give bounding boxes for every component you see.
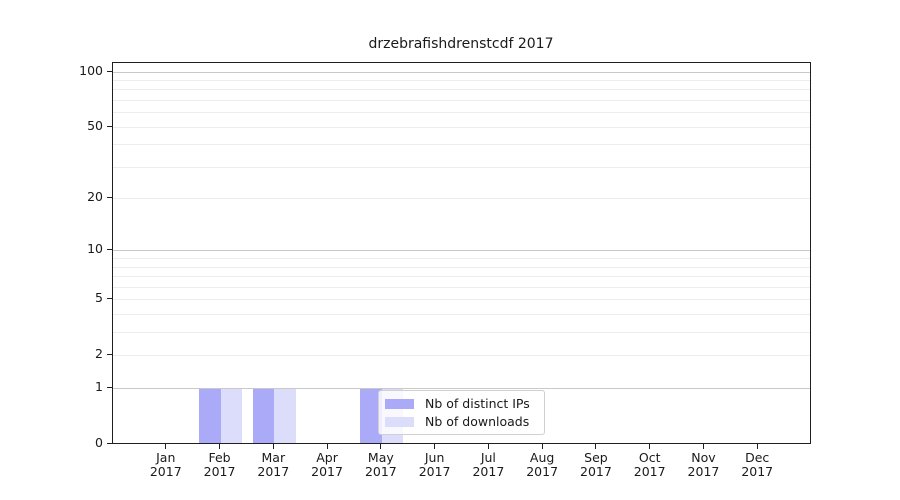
y-axis-tick — [107, 249, 112, 251]
chart-title: drzebrafishdrenstcdf 2017 — [368, 36, 554, 52]
y-gridline-minor — [113, 126, 810, 128]
x-axis-tick — [487, 443, 489, 449]
y-tick-label: 20 — [87, 189, 103, 205]
y-gridline-major — [113, 250, 810, 252]
y-gridline-minor — [113, 79, 810, 81]
y-gridline-minor — [113, 355, 810, 357]
y-axis-tick — [107, 70, 112, 72]
legend-item: Nb of downloads — [385, 415, 544, 428]
y-axis-tick — [107, 298, 112, 300]
y-axis-tick — [107, 387, 112, 389]
y-axis-tick — [107, 443, 112, 444]
x-tick-label: Oct 2017 — [633, 449, 666, 479]
x-tick-label: Apr 2017 — [311, 449, 343, 479]
x-axis-tick — [219, 443, 221, 449]
x-axis-tick — [434, 443, 436, 449]
x-axis-tick — [702, 443, 704, 449]
x-tick-label: Dec 2017 — [741, 449, 774, 479]
y-axis-tick — [107, 125, 112, 127]
y-tick-label: 50 — [87, 117, 103, 133]
y-gridline-minor — [113, 144, 810, 146]
x-axis-tick — [272, 443, 274, 449]
x-tick-label: Jul 2017 — [472, 449, 505, 479]
y-gridline-minor — [113, 332, 810, 334]
legend-swatch-downloads — [385, 416, 414, 427]
x-tick-label: Nov 2017 — [687, 449, 720, 479]
y-tick-label: 2 — [95, 346, 103, 362]
y-gridline-minor — [113, 198, 810, 200]
y-tick-label: 10 — [87, 241, 103, 257]
y-gridline-minor — [113, 112, 810, 114]
y-gridline-minor — [113, 314, 810, 316]
x-axis-tick — [541, 443, 543, 449]
y-gridline-minor — [113, 89, 810, 91]
y-tick-label: 0 — [95, 435, 103, 450]
y-gridline-minor — [113, 99, 810, 101]
x-axis-tick — [595, 443, 597, 449]
legend: Nb of distinct IPs Nb of downloads — [378, 390, 545, 435]
plot-area — [112, 62, 811, 444]
y-gridline-minor — [113, 299, 810, 301]
y-gridline-minor — [113, 286, 810, 288]
y-gridline-major — [113, 71, 810, 73]
y-gridline-major — [113, 388, 810, 390]
bar-distinct-ips — [252, 388, 275, 444]
y-tick-label: 100 — [79, 62, 103, 78]
x-axis-tick — [380, 443, 382, 449]
y-gridline-minor — [113, 266, 810, 268]
y-gridline-minor — [113, 258, 810, 260]
x-tick-label: Feb 2017 — [203, 449, 236, 479]
y-tick-label: 1 — [95, 379, 103, 395]
x-tick-label: May 2017 — [364, 449, 397, 479]
x-tick-label: Sep 2017 — [580, 449, 612, 479]
bar-distinct-ips — [360, 388, 382, 444]
bar-distinct-ips — [199, 388, 221, 444]
legend-swatch-distinct-ips — [385, 398, 414, 409]
y-axis-tick — [107, 354, 112, 356]
x-tick-label: Aug 2017 — [526, 449, 559, 479]
legend-label: Nb of downloads — [425, 414, 530, 429]
x-tick-label: Mar 2017 — [257, 449, 290, 479]
y-tick-label: 5 — [95, 290, 103, 306]
bar-downloads — [274, 388, 296, 444]
bar-downloads — [220, 388, 243, 444]
y-gridline-minor — [113, 166, 810, 168]
x-tick-label: Jan 2017 — [149, 449, 182, 479]
x-axis-tick — [756, 443, 758, 449]
x-tick-label: Jun 2017 — [418, 449, 451, 479]
x-axis-tick — [649, 443, 651, 449]
legend-label: Nb of distinct IPs — [425, 396, 530, 411]
legend-item: Nb of distinct IPs — [385, 397, 544, 410]
y-axis-tick — [107, 197, 112, 199]
x-axis-tick — [165, 443, 167, 449]
x-axis-tick — [326, 443, 328, 449]
y-gridline-minor — [113, 276, 810, 278]
